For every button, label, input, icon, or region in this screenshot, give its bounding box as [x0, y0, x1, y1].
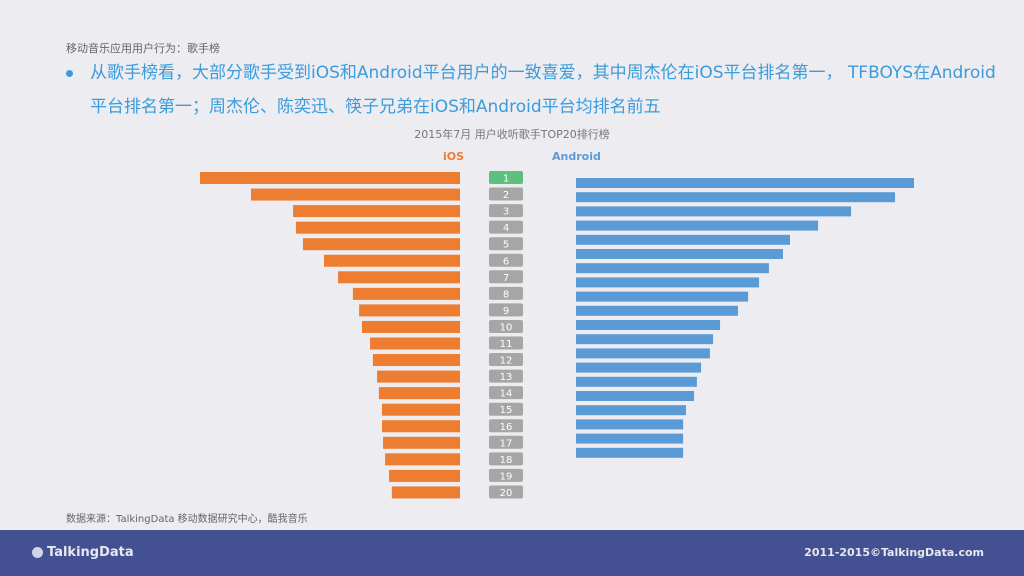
rank-label: 2 [503, 190, 509, 201]
rank-label: 12 [500, 356, 513, 367]
ios-bar [324, 254, 460, 267]
rank-badge [489, 435, 523, 449]
logo-icon [32, 547, 43, 558]
ios-bar [361, 320, 460, 333]
rank-badge [489, 319, 523, 333]
android-bar [576, 263, 769, 274]
android-bar [576, 178, 914, 188]
rank-badge [489, 402, 523, 416]
rank-label: 14 [500, 389, 513, 400]
summary-bullet: 从歌手榜看，大部分歌手受到iOS和Android平台用户的一致喜爱，其中周杰伦在… [64, 56, 1004, 124]
rank-badge [489, 286, 523, 300]
rank-label: 6 [503, 256, 509, 267]
android-bar [576, 391, 695, 401]
ios-bar [302, 238, 460, 251]
bullet-dot-icon [66, 70, 73, 77]
rank-label: 13 [500, 372, 513, 383]
android-bar [576, 234, 790, 245]
rank-label: 4 [503, 223, 509, 234]
rank-badge [489, 353, 523, 367]
ios-bar [372, 354, 460, 367]
rank-label: 16 [500, 422, 513, 433]
android-bar [576, 348, 710, 359]
android-bar [576, 433, 684, 444]
android-bar [576, 277, 760, 288]
rank-badge [489, 303, 523, 317]
rank-label: 3 [503, 207, 509, 218]
rank-badge [489, 419, 523, 433]
ios-bar [370, 337, 460, 350]
android-bar [576, 362, 702, 373]
rank-badge [489, 187, 523, 201]
ios-bar [389, 469, 460, 482]
copyright: 2011-2015©TalkingData.com [804, 546, 984, 559]
ios-bar [391, 486, 460, 499]
legend-ios: iOS [443, 150, 465, 163]
legend-android: Android [552, 150, 601, 163]
rank-label: 5 [503, 240, 509, 251]
rank-label: 7 [503, 273, 509, 284]
android-bar [576, 206, 852, 217]
rank-badge [489, 253, 523, 267]
summary-text: 从歌手榜看，大部分歌手受到iOS和Android平台用户的一致喜爱，其中周杰伦在… [90, 63, 996, 117]
rank-badge [489, 468, 523, 482]
footer-bar: TalkingData 2011-2015©TalkingData.com [0, 530, 1024, 576]
rank-label: 15 [500, 405, 513, 416]
android-bar [576, 419, 684, 430]
rank-label: 1 [503, 174, 509, 185]
rank-label: 17 [500, 438, 513, 449]
ios-bar [385, 453, 460, 466]
android-bar [576, 249, 783, 259]
rank-label: 11 [500, 339, 513, 350]
ios-bar [338, 271, 460, 284]
ios-bar [382, 420, 460, 433]
android-bar [576, 320, 721, 330]
ios-bar [352, 287, 460, 300]
rank-badge [489, 485, 523, 499]
rank-badge [489, 220, 523, 234]
rank-label: 20 [500, 488, 513, 499]
logo-text: TalkingData [47, 545, 134, 560]
android-bar [576, 291, 749, 302]
rank-badge [489, 171, 523, 184]
talkingdata-logo: TalkingData [32, 545, 134, 560]
ios-bar [200, 172, 460, 184]
android-bar [576, 192, 896, 203]
ios-bar [377, 370, 460, 383]
rank-label: 9 [503, 306, 509, 317]
ios-bar [293, 205, 460, 218]
android-bar [576, 334, 714, 345]
rank-label: 19 [500, 471, 513, 482]
rank-badge [489, 452, 523, 466]
android-bar [576, 405, 686, 416]
rank-badge [489, 386, 523, 400]
rank-badge [489, 270, 523, 284]
ios-bar [378, 387, 460, 400]
rank-label: 8 [503, 289, 509, 300]
android-bar [576, 305, 738, 316]
rank-label: 18 [500, 455, 513, 466]
android-bar [576, 376, 697, 387]
chart-title: 2015年7月 用户收听歌手TOP20排行榜 [414, 128, 610, 141]
android-bar [576, 220, 819, 231]
rank-badge [489, 237, 523, 251]
data-source: 数据来源：TalkingData 移动数据研究中心，酷我音乐 [66, 514, 308, 525]
ios-bar [250, 188, 460, 201]
ios-bar [382, 403, 460, 416]
rank-badge [489, 204, 523, 218]
ios-bar [359, 304, 460, 317]
slide-subtitle: 移动音乐应用用户行为：歌手榜 [66, 42, 220, 55]
android-bar [576, 447, 684, 458]
rank-badge [489, 369, 523, 383]
ios-bar [295, 221, 460, 234]
rank-label: 10 [500, 322, 513, 333]
rank-badge [489, 336, 523, 350]
ios-bar [383, 436, 460, 449]
